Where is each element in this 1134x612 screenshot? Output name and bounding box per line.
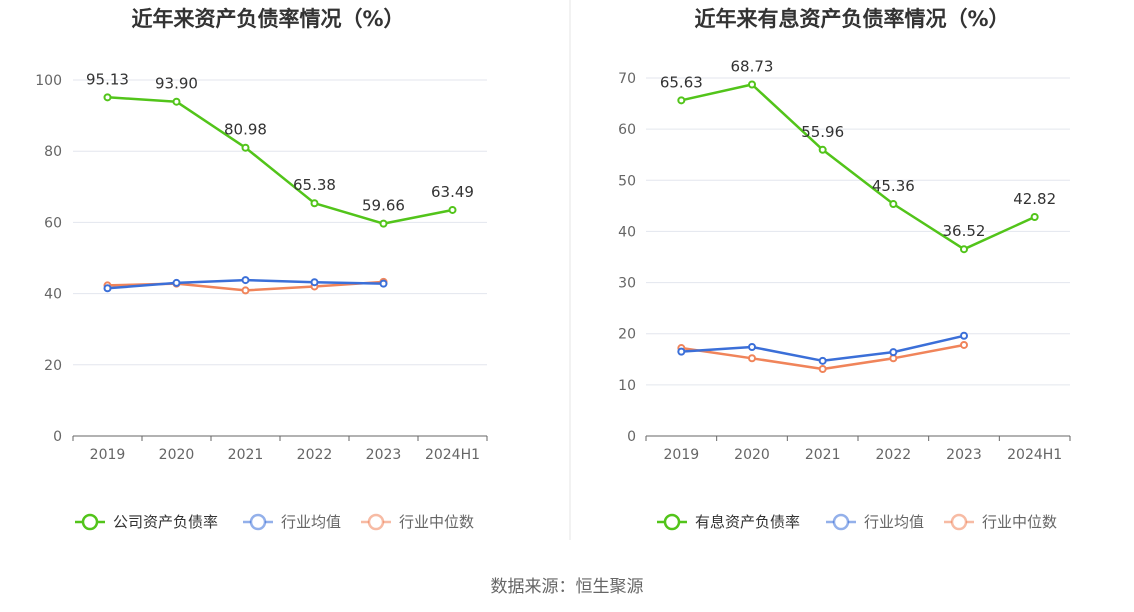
series-line-1 bbox=[681, 83, 1036, 251]
y-tick-label: 100 bbox=[35, 73, 62, 89]
chart-2: 近年来有息资产负债率情况（%） 0 10 20 30 40 50 60 70 2019 2020 20… bbox=[618, 7, 1071, 531]
y-tick-label: 80 bbox=[44, 144, 62, 160]
data-point bbox=[748, 343, 756, 352]
data-point bbox=[818, 365, 827, 374]
data-point bbox=[677, 96, 686, 105]
data-point bbox=[241, 276, 250, 285]
x-tick-label: 2020 bbox=[734, 447, 770, 463]
x-tick-label: 2020 bbox=[159, 447, 195, 463]
x-tick-label: 2021 bbox=[805, 447, 841, 463]
data-label: 42.82 bbox=[1013, 190, 1056, 208]
legend-label: 行业中位数 bbox=[399, 513, 474, 531]
data-source-note: 数据来源：恒生聚源 bbox=[491, 577, 644, 597]
y-tick-label: 30 bbox=[618, 276, 636, 292]
data-label: 59.66 bbox=[362, 197, 405, 215]
data-point bbox=[241, 143, 250, 152]
x-tick-label: 2022 bbox=[876, 447, 912, 463]
legend-marker bbox=[249, 513, 267, 531]
x-tick-label: 2019 bbox=[664, 447, 700, 463]
data-point bbox=[103, 93, 112, 102]
data-point bbox=[310, 278, 319, 287]
y-tick-label: 20 bbox=[618, 327, 636, 343]
data-label: 93.90 bbox=[155, 75, 198, 93]
data-point bbox=[103, 284, 112, 293]
x-tick-label: 2024H1 bbox=[1007, 447, 1062, 463]
legend-label: 行业均值 bbox=[281, 513, 341, 531]
legend-item-3[interactable]: 行业中位数 bbox=[944, 513, 1057, 531]
legend-item-2[interactable]: 行业均值 bbox=[243, 513, 341, 531]
data-label: 65.38 bbox=[293, 176, 336, 194]
y-tick-label: 50 bbox=[618, 173, 636, 189]
data-point bbox=[889, 354, 898, 363]
legend-label: 有息资产负债率 bbox=[695, 513, 800, 531]
y-tick-label: 10 bbox=[618, 378, 636, 394]
legend-marker bbox=[832, 513, 850, 531]
data-label: 95.13 bbox=[86, 70, 129, 88]
y-tick-label: 0 bbox=[627, 429, 636, 445]
legend-label: 行业中位数 bbox=[982, 513, 1057, 531]
chart-1: 近年来资产负债率情况（%） 0 20 40 60 80 100 2019 2020 2021 202… bbox=[35, 7, 488, 531]
legend-item-2[interactable]: 行业均值 bbox=[826, 513, 924, 531]
data-point bbox=[241, 286, 250, 295]
data-point bbox=[818, 356, 827, 365]
series-line-1 bbox=[107, 96, 453, 225]
y-tick-label: 0 bbox=[53, 429, 62, 445]
data-point bbox=[960, 245, 968, 254]
legend-item-1[interactable]: 有息资产负债率 bbox=[657, 513, 800, 531]
y-tick-label: 60 bbox=[44, 215, 62, 231]
y-tick-label: 20 bbox=[44, 358, 62, 374]
data-point bbox=[960, 331, 968, 340]
legend-marker bbox=[950, 513, 968, 531]
data-point bbox=[310, 199, 319, 208]
data-label: 45.36 bbox=[872, 177, 915, 195]
x-tick-label: 2023 bbox=[366, 447, 402, 463]
legend-marker bbox=[663, 513, 681, 531]
y-tick-label: 40 bbox=[44, 287, 62, 303]
chart-title: 近年来资产负债率情况（%） bbox=[131, 7, 404, 31]
data-point bbox=[677, 347, 686, 356]
y-tick-label: 60 bbox=[618, 122, 636, 138]
data-label: 63.49 bbox=[431, 183, 474, 201]
data-point bbox=[448, 205, 457, 214]
data-point bbox=[379, 279, 388, 288]
data-point bbox=[889, 348, 898, 357]
data-label: 68.73 bbox=[731, 57, 774, 75]
legend-label: 公司资产负债率 bbox=[113, 513, 218, 531]
data-point bbox=[748, 354, 756, 363]
data-point bbox=[172, 97, 181, 106]
x-tick-label: 2021 bbox=[228, 447, 264, 463]
data-point bbox=[818, 145, 827, 154]
x-tick-label: 2019 bbox=[90, 447, 126, 463]
y-tick-label: 70 bbox=[618, 71, 636, 87]
legend-item-3[interactable]: 行业中位数 bbox=[361, 513, 474, 531]
legend-marker bbox=[81, 513, 99, 531]
data-label: 55.96 bbox=[801, 123, 844, 141]
data-label: 65.63 bbox=[660, 73, 703, 91]
legend-marker bbox=[367, 513, 385, 531]
chart-title: 近年来有息资产负债率情况（%） bbox=[694, 7, 1009, 31]
x-tick-label: 2022 bbox=[297, 447, 333, 463]
legend-item-1[interactable]: 公司资产负债率 bbox=[75, 513, 218, 531]
data-point bbox=[1030, 213, 1039, 222]
data-point bbox=[379, 219, 388, 228]
y-tick-label: 40 bbox=[618, 224, 636, 240]
x-tick-label: 2024H1 bbox=[425, 447, 480, 463]
data-point bbox=[172, 278, 181, 287]
data-label: 36.52 bbox=[943, 222, 986, 240]
x-tick-label: 2023 bbox=[946, 447, 982, 463]
data-point bbox=[889, 200, 898, 209]
legend-label: 行业均值 bbox=[864, 513, 924, 531]
data-label: 80.98 bbox=[224, 121, 267, 139]
data-point bbox=[748, 80, 756, 89]
data-point bbox=[960, 340, 968, 349]
